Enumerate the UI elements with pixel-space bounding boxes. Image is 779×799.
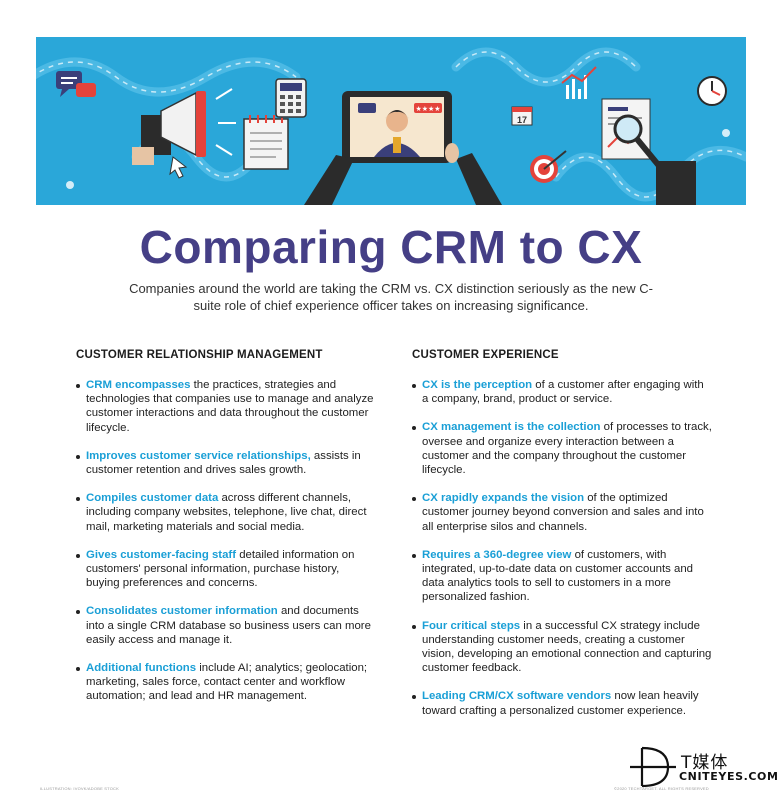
list-item: Compiles customer data across different … [76, 491, 376, 534]
bullet-icon [412, 384, 416, 388]
clock-icon [697, 76, 727, 106]
crm-list: CRM encompasses the practices, strategie… [76, 378, 376, 704]
item-lead: Consolidates customer information [86, 605, 278, 618]
item-lead: Compiles customer data [86, 492, 219, 505]
svg-text:★★★★: ★★★★ [415, 105, 440, 113]
watermark: T媒体 CNITEYES.COM [628, 740, 779, 796]
cx-column: CUSTOMER EXPERIENCE CX is the perception… [412, 349, 712, 718]
person-icon [374, 110, 420, 157]
copyright-credit: ©2020 TECHTARGET. ALL RIGHTS RESERVED [614, 786, 709, 791]
bullet-icon [76, 384, 80, 388]
illustration-credit: ILLUSTRATION: IVOVK/ADOBE STOCK [40, 786, 119, 791]
crm-heading: CUSTOMER RELATIONSHIP MANAGEMENT [76, 349, 323, 361]
svg-text:17: 17 [517, 115, 527, 125]
bullet-icon [412, 624, 416, 629]
item-text: in a successful CX strategy include unde… [422, 619, 712, 675]
calculator-icon [275, 78, 307, 118]
item-lead: CRM encompasses [86, 379, 191, 391]
watermark-logo-icon [630, 746, 676, 788]
bullet-icon [76, 610, 80, 615]
list-item: Improves customer service relationships,… [76, 449, 376, 477]
notebook-icon [243, 115, 289, 170]
item-text: of customers, with integrated, up-to-dat… [422, 548, 694, 604]
crm-column: CUSTOMER RELATIONSHIP MANAGEMENT CRM enc… [76, 349, 376, 704]
item-lead: Four critical steps [422, 619, 521, 632]
megaphone-icon [132, 88, 236, 165]
item-lead: Gives customer-facing staff [86, 548, 237, 561]
page-title: Comparing CRM to CX [139, 221, 643, 273]
watermark-en-text: CNITEYES.COM [679, 770, 779, 783]
item-lead: CX is the perception [422, 379, 533, 391]
item-text: and documents into a single CRM database… [86, 605, 371, 646]
bullet-icon [412, 497, 416, 502]
list-item: CRM encompasses the practices, strategie… [76, 378, 376, 435]
bullet-icon [76, 553, 80, 558]
item-lead: CX rapidly expands the vision [422, 492, 585, 505]
bar-chart-icon [561, 66, 597, 99]
item-text: now lean heavily toward crafting a perso… [422, 690, 699, 717]
bullet-icon [76, 497, 80, 502]
list-item: Leading CRM/CX software vendors now lean… [412, 689, 712, 717]
calendar-icon: 17 [511, 106, 533, 126]
item-lead: Improves customer service relationships, [86, 449, 311, 462]
list-item: Requires a 360-degree view of customers,… [412, 548, 712, 605]
list-item: Gives customer-facing staff detailed inf… [76, 548, 376, 591]
item-text: include AI; analytics; geolocation; mark… [86, 662, 368, 703]
list-item: Four critical steps in a successful CX s… [412, 619, 712, 676]
banner-illustration: ★★★★ 17 [36, 47, 746, 205]
item-lead: Additional functions [86, 662, 197, 675]
item-text: of a customer after engaging with a comp… [422, 379, 704, 406]
item-lead: CX management is the collection [422, 421, 601, 434]
page-subtitle: Companies around the world are taking th… [129, 281, 653, 313]
bullet-icon [412, 426, 416, 431]
illustration-banner: ★★★★ 17 [36, 37, 746, 205]
item-lead: Leading CRM/CX software vendors [422, 690, 612, 703]
item-text: of processes to track, oversee and organ… [422, 421, 712, 477]
item-text: detailed information on customers' perso… [86, 548, 355, 590]
bullet-icon [412, 695, 416, 700]
bullet-icon [76, 454, 80, 459]
list-item: Additional functions include AI; analyti… [76, 661, 376, 704]
cx-list: CX is the perception of a customer after… [412, 378, 712, 718]
bullet-icon [412, 553, 416, 558]
magnifier-icon [613, 114, 696, 205]
watermark-cn-text: T媒体 [681, 753, 729, 773]
cx-heading: CUSTOMER EXPERIENCE [412, 349, 559, 361]
chat-bubble-icon [56, 71, 96, 97]
item-text: of the optimized customer journey beyond… [422, 492, 704, 533]
infographic-card: ★★★★ 17 [36, 37, 746, 787]
list-item: Consolidates customer information and do… [76, 604, 376, 647]
item-text: across different channels, including com… [86, 492, 367, 533]
star-rating-icon: ★★★★ [358, 103, 442, 113]
cursor-icon [169, 156, 188, 179]
target-icon [530, 150, 567, 183]
bullet-icon [76, 667, 80, 672]
list-item: CX rapidly expands the vision of the opt… [412, 491, 712, 534]
item-text: the practices, strategies and technologi… [86, 379, 374, 434]
item-text: assists in customer retention and drives… [86, 449, 361, 477]
list-item: CX management is the collection of proce… [412, 420, 712, 477]
item-lead: Requires a 360-degree view [422, 548, 572, 561]
list-item: CX is the perception of a customer after… [412, 378, 712, 406]
